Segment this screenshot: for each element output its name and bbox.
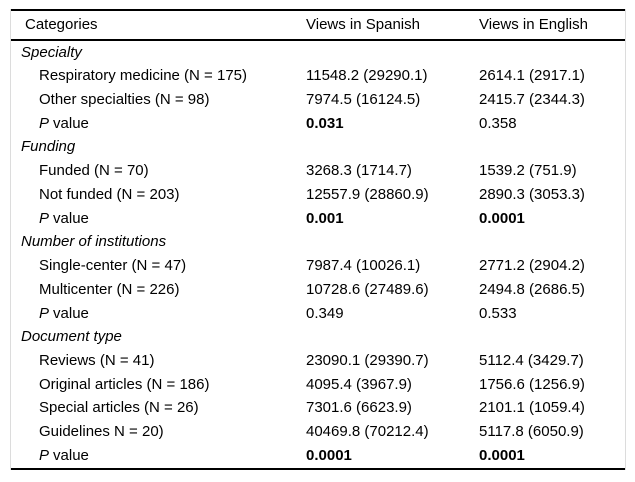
category-cell: Not funded (N = 203) — [39, 185, 180, 203]
column-header-views-english: Views in English — [479, 15, 588, 33]
spanish-views-cell: 7987.4 (10026.1) — [306, 257, 421, 275]
spanish-views-cell: 11548.2 (29290.1) — [306, 67, 428, 85]
table-row: Other specialties (N = 98) 7974.5 (16124… — [11, 88, 625, 112]
table-row: Single-center (N = 47) 7987.4 (10026.1) … — [11, 254, 625, 278]
table-rule-bottom — [11, 467, 625, 470]
statistics-table: Categories Views in Spanish Views in Eng… — [10, 9, 626, 470]
p-symbol: P — [39, 209, 50, 227]
english-p-value-cell: 0.0001 — [479, 446, 525, 464]
category-cell: Original articles (N = 186) — [39, 375, 210, 393]
category-cell: Reviews (N = 41) — [39, 351, 155, 369]
category-cell: Single-center (N = 47) — [39, 257, 187, 275]
table-rule-header — [11, 39, 625, 41]
p-symbol: P — [39, 446, 50, 464]
table-row: Funded (N = 70) 3268.3 (1714.7) 1539.2 (… — [11, 160, 625, 184]
table-row: Reviews (N = 41) 23090.1 (29390.7) 5112.… — [11, 349, 625, 373]
spanish-views-cell: 23090.1 (29390.7) — [306, 351, 429, 369]
english-views-cell: 2415.7 (2344.3) — [479, 91, 585, 109]
section-header-document-type: Document type — [11, 326, 625, 350]
category-cell: Funded (N = 70) — [39, 162, 149, 180]
section-title: Document type — [21, 328, 122, 346]
spanish-p-value-cell: 0.349 — [306, 304, 344, 322]
spanish-p-value-cell: 0.001 — [306, 209, 344, 227]
section-header-funding: Funding — [11, 136, 625, 160]
spanish-views-cell: 40469.8 (70212.4) — [306, 423, 429, 441]
table-row: Respiratory medicine (N = 175) 11548.2 (… — [11, 65, 625, 89]
table-row: Not funded (N = 203) 12557.9 (28860.9) 2… — [11, 183, 625, 207]
english-views-cell: 1539.2 (751.9) — [479, 162, 577, 180]
p-symbol: P — [39, 114, 50, 132]
spanish-views-cell: 7974.5 (16124.5) — [306, 91, 421, 109]
column-header-views-spanish: Views in Spanish — [306, 15, 420, 33]
spanish-p-value-cell: 0.031 — [306, 114, 344, 132]
english-views-cell: 2614.1 (2917.1) — [479, 67, 585, 85]
spanish-views-cell: 4095.4 (3967.9) — [306, 375, 412, 393]
spanish-views-cell: 12557.9 (28860.9) — [306, 185, 429, 203]
english-views-cell: 5112.4 (3429.7) — [479, 351, 584, 369]
english-views-cell: 1756.6 (1256.9) — [479, 375, 585, 393]
p-symbol: P — [39, 304, 50, 322]
table-row: Multicenter (N = 226) 10728.6 (27489.6) … — [11, 278, 625, 302]
category-cell: Multicenter (N = 226) — [39, 280, 180, 298]
table-header-row: Categories Views in Spanish Views in Eng… — [11, 11, 625, 39]
table-rule-top — [11, 9, 625, 11]
category-cell: Other specialties (N = 98) — [39, 91, 210, 109]
section-header-institutions: Number of institutions — [11, 231, 625, 255]
column-header-categories: Categories — [25, 15, 98, 33]
english-views-cell: 2101.1 (1059.4) — [479, 399, 585, 417]
category-cell: Respiratory medicine (N = 175) — [39, 67, 248, 85]
spanish-views-cell: 7301.6 (6623.9) — [306, 399, 412, 417]
table-row: Special articles (N = 26) 7301.6 (6623.9… — [11, 397, 625, 421]
section-title: Number of institutions — [21, 233, 167, 251]
english-views-cell: 5117.8 (6050.9) — [479, 423, 584, 441]
english-p-value-cell: 0.533 — [479, 304, 517, 322]
english-views-cell: 2890.3 (3053.3) — [479, 185, 585, 203]
section-header-specialty: Specialty — [11, 41, 625, 65]
table-row: Original articles (N = 186) 4095.4 (3967… — [11, 373, 625, 397]
spanish-p-value-cell: 0.0001 — [306, 446, 352, 464]
english-views-cell: 2771.2 (2904.2) — [479, 257, 585, 275]
english-views-cell: 2494.8 (2686.5) — [479, 280, 585, 298]
category-cell: Special articles (N = 26) — [39, 399, 199, 417]
table-row: Guidelines N = 20) 40469.8 (70212.4) 511… — [11, 421, 625, 445]
spanish-views-cell: 3268.3 (1714.7) — [306, 162, 412, 180]
section-title: Specialty — [21, 43, 82, 61]
category-cell: Guidelines N = 20) — [39, 423, 164, 441]
spanish-views-cell: 10728.6 (27489.6) — [306, 280, 429, 298]
section-title: Funding — [21, 138, 76, 156]
english-p-value-cell: 0.0001 — [479, 209, 525, 227]
english-p-value-cell: 0.358 — [479, 114, 517, 132]
